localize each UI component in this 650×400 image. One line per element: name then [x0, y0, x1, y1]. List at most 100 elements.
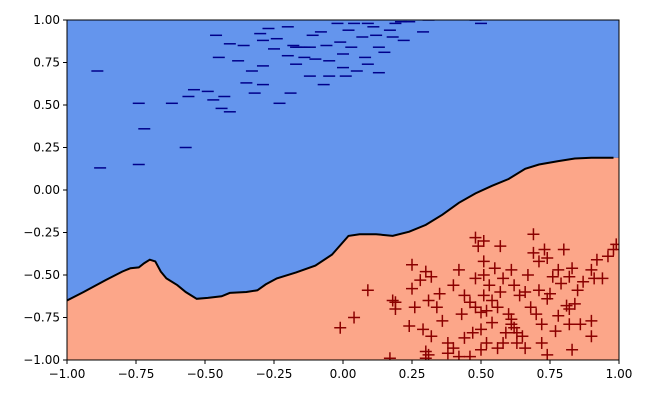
positive-point: [463, 296, 476, 309]
positive-point: [527, 228, 540, 241]
positive-point: [535, 337, 548, 349]
x-tick-label: −0.50: [187, 367, 224, 381]
positive-point: [527, 246, 540, 259]
positive-point: [477, 289, 490, 302]
x-tick-label: −0.75: [118, 367, 155, 381]
y-tick-label: −0.50: [23, 268, 60, 282]
positive-point: [571, 284, 584, 297]
positive-point: [563, 270, 576, 283]
positive-point: [348, 311, 361, 324]
positive-point: [447, 279, 460, 292]
positive-point: [510, 337, 523, 349]
positive-point: [472, 240, 485, 253]
positive-point: [563, 303, 576, 315]
positive-point: [516, 330, 529, 343]
positive-point: [458, 289, 471, 302]
positive-point: [480, 337, 493, 349]
positive-point: [403, 320, 416, 332]
negative-class-region: [67, 20, 619, 301]
positive-point: [389, 296, 402, 309]
positive-point: [508, 279, 521, 292]
positive-point: [524, 301, 537, 314]
y-tick-label: −0.75: [23, 311, 60, 325]
positive-point: [486, 316, 499, 329]
positive-point: [538, 243, 551, 256]
positive-point: [563, 318, 576, 331]
positive-point: [601, 250, 614, 263]
positive-point: [419, 265, 432, 278]
positive-point: [386, 294, 399, 307]
positive-point: [541, 348, 554, 360]
positive-point: [494, 240, 507, 253]
positive-point: [477, 255, 490, 268]
x-tick-label: 0.25: [399, 367, 426, 381]
positive-point: [491, 342, 504, 355]
positive-point: [532, 255, 545, 268]
y-axis: 1.00 0.75 0.50 0.25 0.00 −0.25 −0.50 −0.75 −1.00: [23, 13, 67, 367]
positive-point: [441, 337, 454, 349]
positive-point: [555, 277, 568, 290]
positive-point: [433, 287, 446, 300]
positive-point: [535, 318, 548, 331]
positive-point: [408, 301, 421, 314]
positive-point: [541, 252, 554, 264]
y-tick-label: 0.00: [33, 183, 60, 197]
positive-point: [610, 238, 619, 251]
positive-point: [475, 323, 487, 336]
positive-point: [607, 243, 619, 256]
positive-point: [475, 306, 487, 319]
positive-point: [406, 258, 418, 271]
positive-point: [549, 325, 562, 338]
positive-point: [546, 270, 559, 283]
y-tick-label: 1.00: [33, 13, 60, 27]
positive-point: [422, 348, 435, 360]
positive-point: [590, 253, 603, 266]
positive-point: [466, 326, 479, 339]
positive-point: [566, 343, 579, 356]
positive-point: [502, 308, 515, 321]
positive-point: [406, 282, 418, 295]
y-tick-label: 0.75: [33, 56, 60, 70]
positive-point: [577, 275, 590, 288]
positive-point: [552, 309, 565, 322]
positive-point: [488, 262, 501, 275]
positive-point: [417, 323, 430, 336]
positive-point: [497, 272, 510, 285]
x-tick-label: 0.50: [468, 367, 495, 381]
positive-point: [566, 262, 579, 275]
positive-point: [425, 330, 438, 343]
x-tick-label: 1.00: [606, 367, 633, 381]
decision-boundary-line: [67, 156, 614, 302]
positive-point: [334, 321, 347, 334]
positive-point: [441, 347, 454, 360]
positive-point: [383, 352, 396, 360]
positive-point: [532, 284, 545, 297]
positive-point: [475, 343, 487, 356]
positive-point: [585, 314, 598, 327]
positive-point: [585, 330, 598, 343]
positive-point: [519, 342, 532, 355]
positive-point: [414, 274, 427, 287]
x-tick-label: −0.25: [256, 367, 293, 381]
positive-point: [574, 318, 587, 331]
scatter-markers: [91, 20, 619, 360]
positive-point: [497, 337, 510, 349]
positive-point: [361, 284, 374, 297]
positive-point: [463, 350, 476, 360]
positive-point: [452, 263, 465, 276]
positive-point: [469, 231, 482, 244]
y-tick-label: −0.25: [23, 226, 60, 240]
positive-point: [436, 314, 449, 327]
y-tick-label: 0.25: [33, 141, 60, 155]
positive-point: [508, 321, 521, 334]
positive-point: [499, 326, 512, 339]
x-tick-label: −1.00: [49, 367, 86, 381]
positive-point: [494, 286, 507, 298]
positive-point: [557, 243, 570, 256]
positive-point: [585, 263, 598, 276]
positive-point: [491, 301, 504, 314]
positive-point: [552, 263, 565, 276]
y-tick-label: −1.00: [23, 353, 60, 367]
positive-point: [469, 272, 482, 285]
